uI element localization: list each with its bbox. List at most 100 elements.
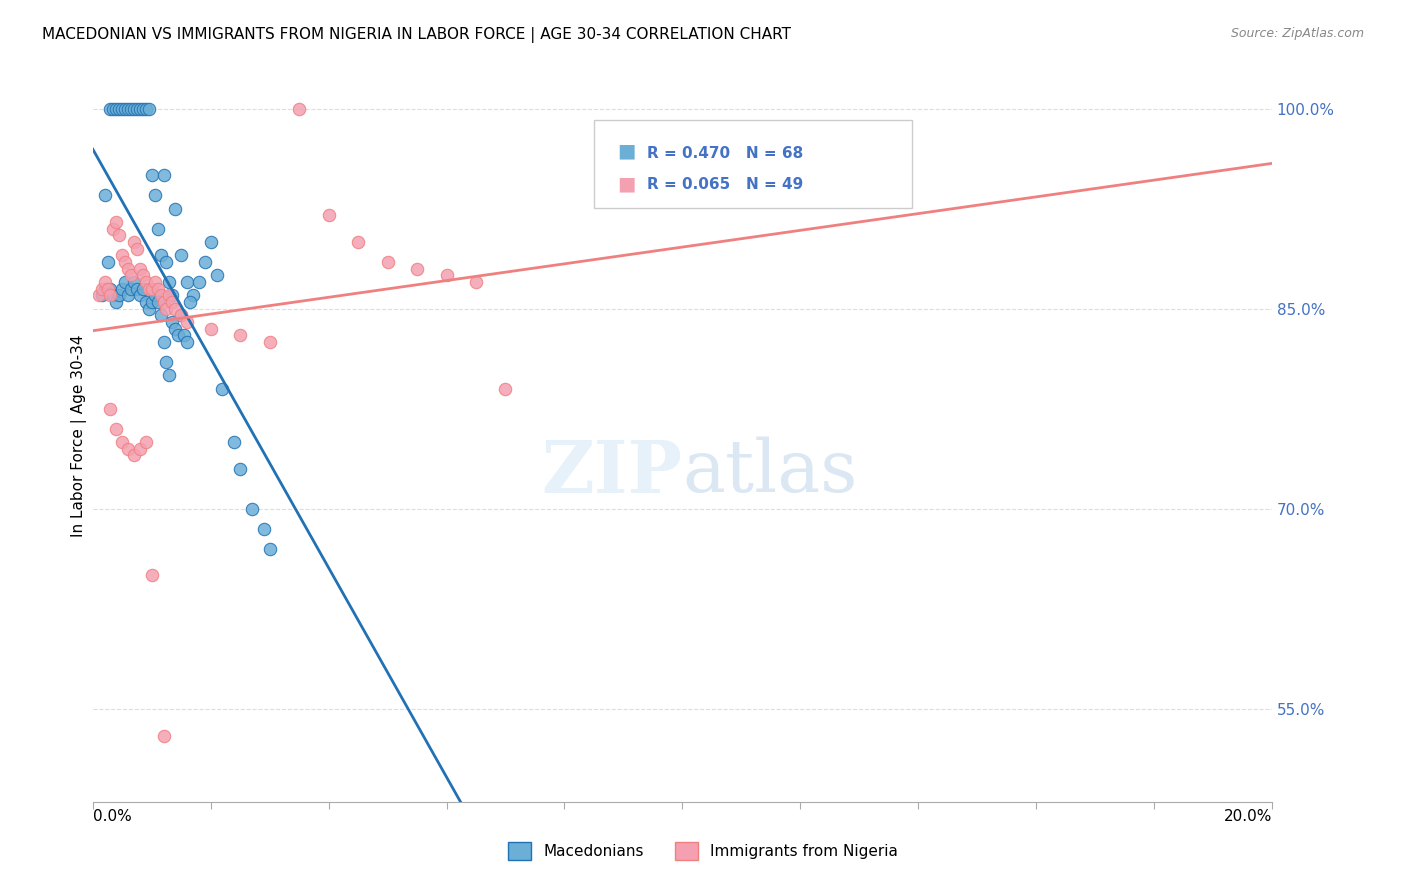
Point [259, 334, 281, 349]
Point [90, 288, 112, 302]
Point [146, 221, 169, 235]
Point [200, 235, 222, 249]
Point [170, 308, 193, 322]
Point [152, 168, 174, 182]
Y-axis label: In Labor Force | Age 30-34: In Labor Force | Age 30-34 [72, 334, 87, 537]
Point [170, 308, 193, 322]
Text: Source: ZipAtlas.com: Source: ZipAtlas.com [1230, 27, 1364, 40]
Point [111, 282, 134, 296]
Point [167, 328, 190, 343]
Point [138, 102, 160, 116]
Point [205, 268, 228, 283]
Point [129, 288, 152, 302]
Text: atlas: atlas [682, 437, 858, 508]
Point [100, 288, 122, 302]
Point [135, 102, 157, 116]
Point [120, 102, 142, 116]
Point [288, 102, 311, 116]
Point [122, 235, 145, 249]
Point [111, 248, 134, 262]
Point [181, 288, 204, 302]
Point [155, 255, 177, 269]
Point [111, 435, 134, 450]
Point [138, 282, 160, 296]
Point [229, 461, 252, 475]
Point [105, 102, 128, 116]
Point [211, 382, 233, 396]
Point [259, 541, 281, 556]
Point [176, 275, 198, 289]
Point [465, 275, 488, 289]
Point [159, 275, 181, 289]
Point [96, 255, 118, 269]
FancyBboxPatch shape [593, 120, 912, 208]
Point [120, 282, 142, 296]
Point [100, 102, 122, 116]
Text: 20.0%: 20.0% [1223, 809, 1272, 824]
Point [100, 401, 122, 416]
Point [122, 275, 145, 289]
Point [132, 102, 155, 116]
Point [111, 102, 134, 116]
Point [143, 275, 166, 289]
Point [103, 288, 125, 302]
Point [103, 102, 125, 116]
Point [129, 261, 152, 276]
Point [105, 422, 128, 436]
Point [90, 282, 112, 296]
Point [170, 248, 193, 262]
Point [129, 102, 152, 116]
Point [87, 288, 110, 302]
Point [149, 288, 172, 302]
Point [155, 355, 177, 369]
Point [176, 315, 198, 329]
Point [135, 275, 157, 289]
Text: R = 0.065   N = 49: R = 0.065 N = 49 [647, 178, 803, 192]
Point [108, 102, 131, 116]
Point [165, 202, 187, 216]
Text: MACEDONIAN VS IMMIGRANTS FROM NIGERIA IN LABOR FORCE | AGE 30-34 CORRELATION CHA: MACEDONIAN VS IMMIGRANTS FROM NIGERIA IN… [42, 27, 792, 43]
Point [100, 282, 122, 296]
Point [179, 295, 201, 310]
Point [152, 729, 174, 743]
Point [108, 228, 131, 243]
Point [135, 295, 157, 310]
Point [132, 282, 155, 296]
Point [377, 255, 399, 269]
Point [117, 442, 139, 456]
Point [253, 522, 276, 536]
Point [96, 282, 118, 296]
Point [117, 102, 139, 116]
Point [135, 435, 157, 450]
Point [149, 248, 172, 262]
Text: 0.0%: 0.0% [93, 809, 132, 824]
Point [200, 321, 222, 335]
Point [117, 261, 139, 276]
Point [318, 208, 340, 222]
Point [162, 295, 184, 310]
Text: R = 0.470   N = 68: R = 0.470 N = 68 [647, 145, 803, 161]
Point [108, 288, 131, 302]
Point [240, 501, 263, 516]
Point [162, 315, 184, 329]
Point [165, 301, 187, 316]
Point [152, 295, 174, 310]
Point [122, 102, 145, 116]
Point [120, 268, 142, 283]
Text: ■: ■ [617, 175, 636, 194]
Point [176, 334, 198, 349]
Point [149, 308, 172, 322]
Point [162, 288, 184, 302]
Point [125, 102, 148, 116]
Point [146, 295, 169, 310]
Point [143, 288, 166, 302]
Text: ■: ■ [617, 142, 636, 161]
Point [129, 442, 152, 456]
Point [93, 188, 115, 202]
Point [117, 288, 139, 302]
Point [103, 221, 125, 235]
Point [165, 321, 187, 335]
Point [141, 282, 163, 296]
Point [125, 242, 148, 256]
Point [114, 275, 136, 289]
